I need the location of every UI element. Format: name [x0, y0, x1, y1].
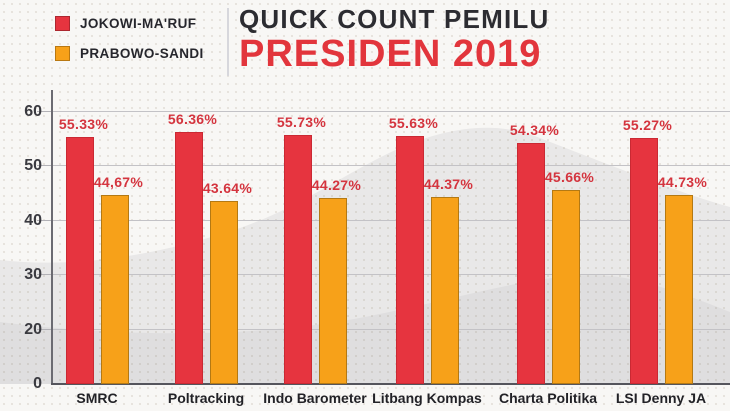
y-tick-label-20: 20: [24, 320, 42, 338]
category-label-6: LSI Denny JA: [615, 390, 707, 406]
chart-legend: JOKOWI-MA'RUF PRABOWO-SANDI: [55, 12, 204, 72]
y-tick-label-60: 60: [24, 103, 42, 120]
bar-jokowi-2: [174, 131, 203, 384]
gridline-20: [51, 328, 730, 330]
legend-item-prabowo: PRABOWO-SANDI: [55, 42, 204, 64]
y-tick-label-50: 50: [24, 157, 42, 175]
x-axis-baseline: [51, 383, 730, 385]
y-tick-label-0: 0: [33, 375, 42, 392]
value-label-prabowo-2: 43.64%: [202, 180, 253, 196]
y-tick-label-40: 40: [24, 211, 42, 229]
y-tick-mark-50: [37, 165, 51, 167]
bar-prabowo-3: [318, 197, 347, 384]
y-tick-mark-60: [37, 111, 51, 112]
value-label-prabowo-1: 44,67%: [93, 174, 144, 191]
value-label-prabowo-5: 45.66%: [544, 169, 595, 186]
value-label-prabowo-3: 44.27%: [311, 176, 362, 193]
legend-swatch-jokowi: [55, 15, 70, 31]
value-label-jokowi-1: 55.33%: [58, 116, 109, 133]
category-label-1: SMRC: [76, 390, 118, 406]
bar-prabowo-6: [664, 195, 693, 384]
legend-label-prabowo: PRABOWO-SANDI: [80, 45, 204, 61]
value-label-prabowo-4: 44.37%: [423, 176, 474, 193]
bar-prabowo-1: [100, 195, 129, 384]
bar-jokowi-1: [65, 137, 94, 384]
legend-swatch-prabowo: [55, 45, 70, 61]
y-tick-mark-30: [37, 274, 51, 276]
bar-prabowo-2: [209, 201, 238, 384]
gridline-30: [51, 274, 730, 276]
bar-jokowi-3: [283, 135, 312, 384]
bar-prabowo-5: [551, 190, 580, 384]
value-label-jokowi-3: 55.73%: [276, 114, 327, 131]
header-divider: [227, 8, 229, 76]
bar-prabowo-4: [430, 197, 459, 384]
chart-title-line2: PRESIDEN 2019: [239, 33, 542, 75]
value-label-jokowi-5: 54.34%: [509, 121, 560, 138]
y-tick-mark-20: [37, 328, 51, 330]
y-tick-label-30: 30: [24, 266, 42, 284]
legend-label-jokowi: JOKOWI-MA'RUF: [80, 15, 197, 31]
chart-title: QUICK COUNT PEMILU PRESIDEN 2019: [239, 4, 549, 74]
value-label-jokowi-6: 55.27%: [622, 116, 673, 133]
plot-area: 60 50 40 30 20 0 55.33% 44,67% SMRC 56.36% 43.64%…: [0, 90, 730, 406]
category-label-5: Charta Politika: [498, 390, 598, 406]
gridline-60: [51, 111, 730, 112]
bar-jokowi-5: [516, 142, 545, 384]
chart-title-line1: QUICK COUNT PEMILU: [239, 4, 550, 34]
y-tick-mark-40: [37, 219, 51, 221]
value-label-jokowi-2: 56.36%: [167, 110, 218, 127]
y-axis-line: [51, 90, 53, 384]
bar-jokowi-4: [395, 135, 424, 384]
bar-jokowi-6: [629, 137, 658, 384]
value-label-prabowo-6: 44.73%: [657, 174, 708, 191]
category-label-4: Litbang Kompas: [372, 390, 482, 406]
gridline-50: [51, 165, 730, 167]
gridline-40: [51, 219, 730, 221]
category-label-3: Indo Barometer: [263, 390, 367, 406]
legend-item-jokowi: JOKOWI-MA'RUF: [55, 12, 204, 34]
category-label-2: Poltracking: [167, 390, 245, 406]
value-label-jokowi-4: 55.63%: [388, 114, 439, 131]
